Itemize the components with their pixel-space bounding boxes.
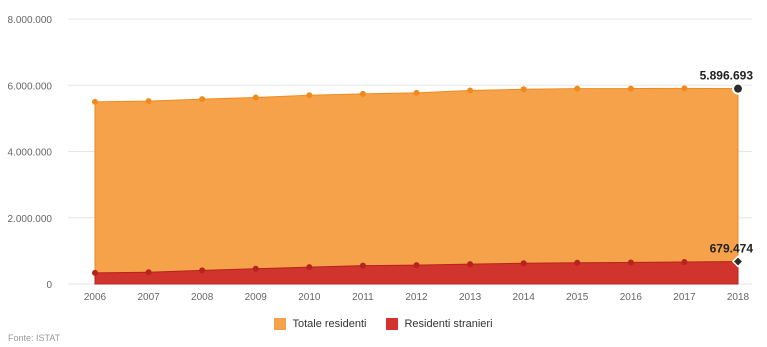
chart-legend: Totale residenti Residenti stranieri <box>0 318 767 330</box>
data-point <box>306 92 313 99</box>
data-point <box>145 98 152 105</box>
legend-swatch-stranieri <box>386 318 399 330</box>
data-point <box>467 87 474 94</box>
y-tick-label: 0 <box>46 280 52 291</box>
legend-label-stranieri: Residenti stranieri <box>404 318 493 330</box>
data-point <box>574 85 581 92</box>
end-label: 5.896.693 <box>700 69 754 83</box>
source-note: Fonte: ISTAT <box>8 333 61 343</box>
end-marker <box>731 255 745 268</box>
data-point <box>252 265 259 272</box>
data-point <box>574 259 581 266</box>
y-tick-label: 4.000.000 <box>8 148 53 159</box>
data-point <box>681 258 688 265</box>
area-series-0 <box>94 87 739 285</box>
data-point <box>681 85 688 92</box>
x-tick-label: 2013 <box>459 292 482 303</box>
data-point <box>520 86 527 93</box>
end-marker <box>732 82 744 95</box>
x-tick-label: 2016 <box>620 292 643 303</box>
y-tick-label: 8.000.000 <box>8 15 53 26</box>
data-point <box>199 267 206 274</box>
end-label: 679.474 <box>710 241 754 255</box>
x-tick-label: 2010 <box>298 292 321 303</box>
x-tick-label: 2017 <box>673 292 696 303</box>
x-tick-label: 2015 <box>566 292 589 303</box>
area-series <box>94 87 739 285</box>
x-tick-label: 2014 <box>513 292 536 303</box>
x-tick-label: 2018 <box>727 292 750 303</box>
x-tick-label: 2008 <box>191 292 214 303</box>
annotations: 5.896.693 679.474 <box>700 69 754 268</box>
x-tick-label: 2012 <box>405 292 428 303</box>
data-point <box>359 262 366 269</box>
y-axis-ticks: 0 2.000.000 4.000.000 6.000.000 8.000.000 <box>8 15 53 291</box>
data-point <box>467 261 474 268</box>
data-point <box>359 90 366 97</box>
legend-item-stranieri[interactable]: Residenti stranieri <box>386 318 493 330</box>
legend-item-totale[interactable]: Totale residenti <box>274 318 366 330</box>
data-point <box>92 98 98 105</box>
legend-label-totale: Totale residenti <box>292 318 367 330</box>
x-tick-label: 2011 <box>352 292 374 303</box>
data-point <box>199 96 206 103</box>
data-point <box>627 85 634 92</box>
x-tick-label: 2007 <box>137 292 160 303</box>
data-point <box>306 264 313 271</box>
x-tick-label: 2009 <box>245 292 268 303</box>
y-tick-label: 2.000.000 <box>8 214 53 225</box>
data-point <box>520 260 527 267</box>
y-tick-label: 6.000.000 <box>8 81 53 92</box>
data-point <box>413 262 420 269</box>
data-point <box>92 269 98 276</box>
data-point <box>145 269 152 276</box>
area-series-1 <box>94 260 739 285</box>
legend-swatch-totale <box>274 318 287 330</box>
data-point <box>413 89 420 96</box>
data-point <box>252 94 259 101</box>
x-tick-label: 2006 <box>84 292 107 303</box>
data-point <box>627 259 634 266</box>
data-points <box>92 85 688 276</box>
x-axis-ticks: 2006 2007 2008 2009 2010 2011 2012 2013 2014 2015… <box>84 292 750 303</box>
